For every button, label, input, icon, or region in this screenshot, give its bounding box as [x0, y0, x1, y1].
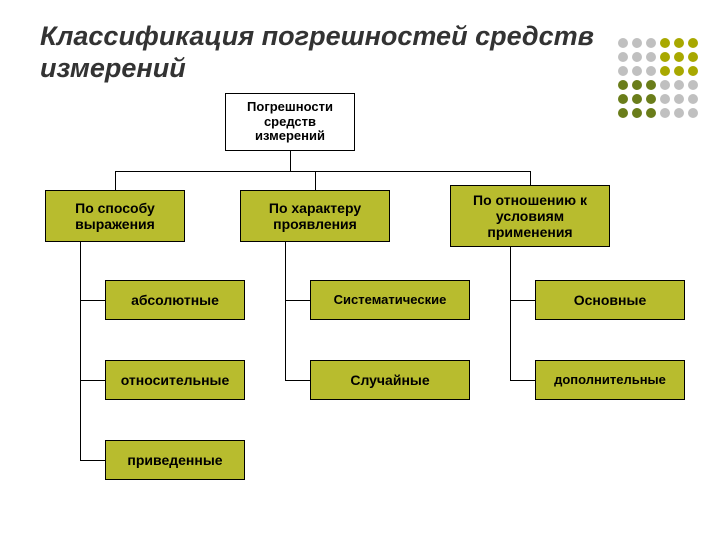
connector-line	[80, 242, 81, 460]
decoration-dot	[646, 38, 656, 48]
node-root: Погрешности средств измерений	[225, 93, 355, 151]
connector-line	[115, 171, 530, 172]
connector-line	[510, 380, 535, 381]
node-c3a-label: Основные	[574, 292, 647, 308]
decoration-dot	[688, 80, 698, 90]
decoration-dot	[674, 108, 684, 118]
decoration-dot	[646, 80, 656, 90]
decoration-dot	[618, 66, 628, 76]
decoration-dot	[618, 108, 628, 118]
node-systematic: Систематические	[310, 280, 470, 320]
node-c3b-label: дополнительные	[554, 373, 666, 388]
connector-line	[530, 171, 531, 185]
node-additional: дополнительные	[535, 360, 685, 400]
node-category-expression: По способу выражения	[45, 190, 185, 242]
decoration-dot	[618, 38, 628, 48]
connector-line	[290, 151, 291, 171]
decoration-dot	[632, 108, 642, 118]
decoration-dot	[660, 80, 670, 90]
decoration-dot	[674, 94, 684, 104]
decoration-dot	[688, 108, 698, 118]
decoration-dot	[646, 66, 656, 76]
decoration-dot	[674, 66, 684, 76]
decoration-dot	[660, 38, 670, 48]
connector-line	[80, 300, 105, 301]
connector-line	[285, 380, 310, 381]
node-absolute: абсолютные	[105, 280, 245, 320]
decoration-dot	[674, 80, 684, 90]
node-category-conditions: По отношению к условиям применения	[450, 185, 610, 247]
decoration-dot	[688, 94, 698, 104]
decoration-dot	[632, 66, 642, 76]
decoration-dot	[632, 38, 642, 48]
node-relative: относительные	[105, 360, 245, 400]
node-category-manifestation: По характеру проявления	[240, 190, 390, 242]
decoration-dot	[660, 94, 670, 104]
node-c1a-label: абсолютные	[131, 292, 219, 308]
page-title: Классификация погрешностей средств измер…	[40, 20, 594, 85]
decoration-dot	[646, 94, 656, 104]
connector-line	[510, 247, 511, 380]
node-cat3-label: По отношению к условиям применения	[455, 192, 605, 240]
node-root-label: Погрешности средств измерений	[230, 100, 350, 145]
connector-line	[315, 171, 316, 190]
connector-line	[510, 300, 535, 301]
connector-line	[80, 380, 105, 381]
node-random: Случайные	[310, 360, 470, 400]
decoration-dot	[646, 52, 656, 62]
title-line1: Классификация погрешностей средств	[40, 21, 594, 51]
decoration-dot	[632, 52, 642, 62]
node-cat2-label: По характеру проявления	[245, 200, 385, 232]
decoration-dot	[618, 80, 628, 90]
node-cat1-label: По способу выражения	[50, 200, 180, 232]
decoration-dot	[632, 80, 642, 90]
decoration-dot	[674, 52, 684, 62]
decoration-dot	[660, 66, 670, 76]
node-c2a-label: Систематические	[334, 293, 447, 308]
decoration-dot	[660, 52, 670, 62]
decoration-dot	[688, 38, 698, 48]
node-reduced: приведенные	[105, 440, 245, 480]
decoration-dot	[688, 66, 698, 76]
decoration-dot	[646, 108, 656, 118]
connector-line	[285, 300, 310, 301]
decoration-dot	[674, 38, 684, 48]
decoration-dot	[618, 52, 628, 62]
node-c1c-label: приведенные	[127, 452, 222, 468]
decoration-dot	[618, 94, 628, 104]
node-c2b-label: Случайные	[350, 372, 429, 388]
decoration-dot	[660, 108, 670, 118]
connector-line	[285, 242, 286, 380]
title-line2: измерений	[40, 53, 186, 83]
decoration-dot	[688, 52, 698, 62]
node-main: Основные	[535, 280, 685, 320]
node-c1b-label: относительные	[121, 372, 230, 388]
decoration-dot	[632, 94, 642, 104]
connector-line	[80, 460, 105, 461]
connector-line	[115, 171, 116, 190]
